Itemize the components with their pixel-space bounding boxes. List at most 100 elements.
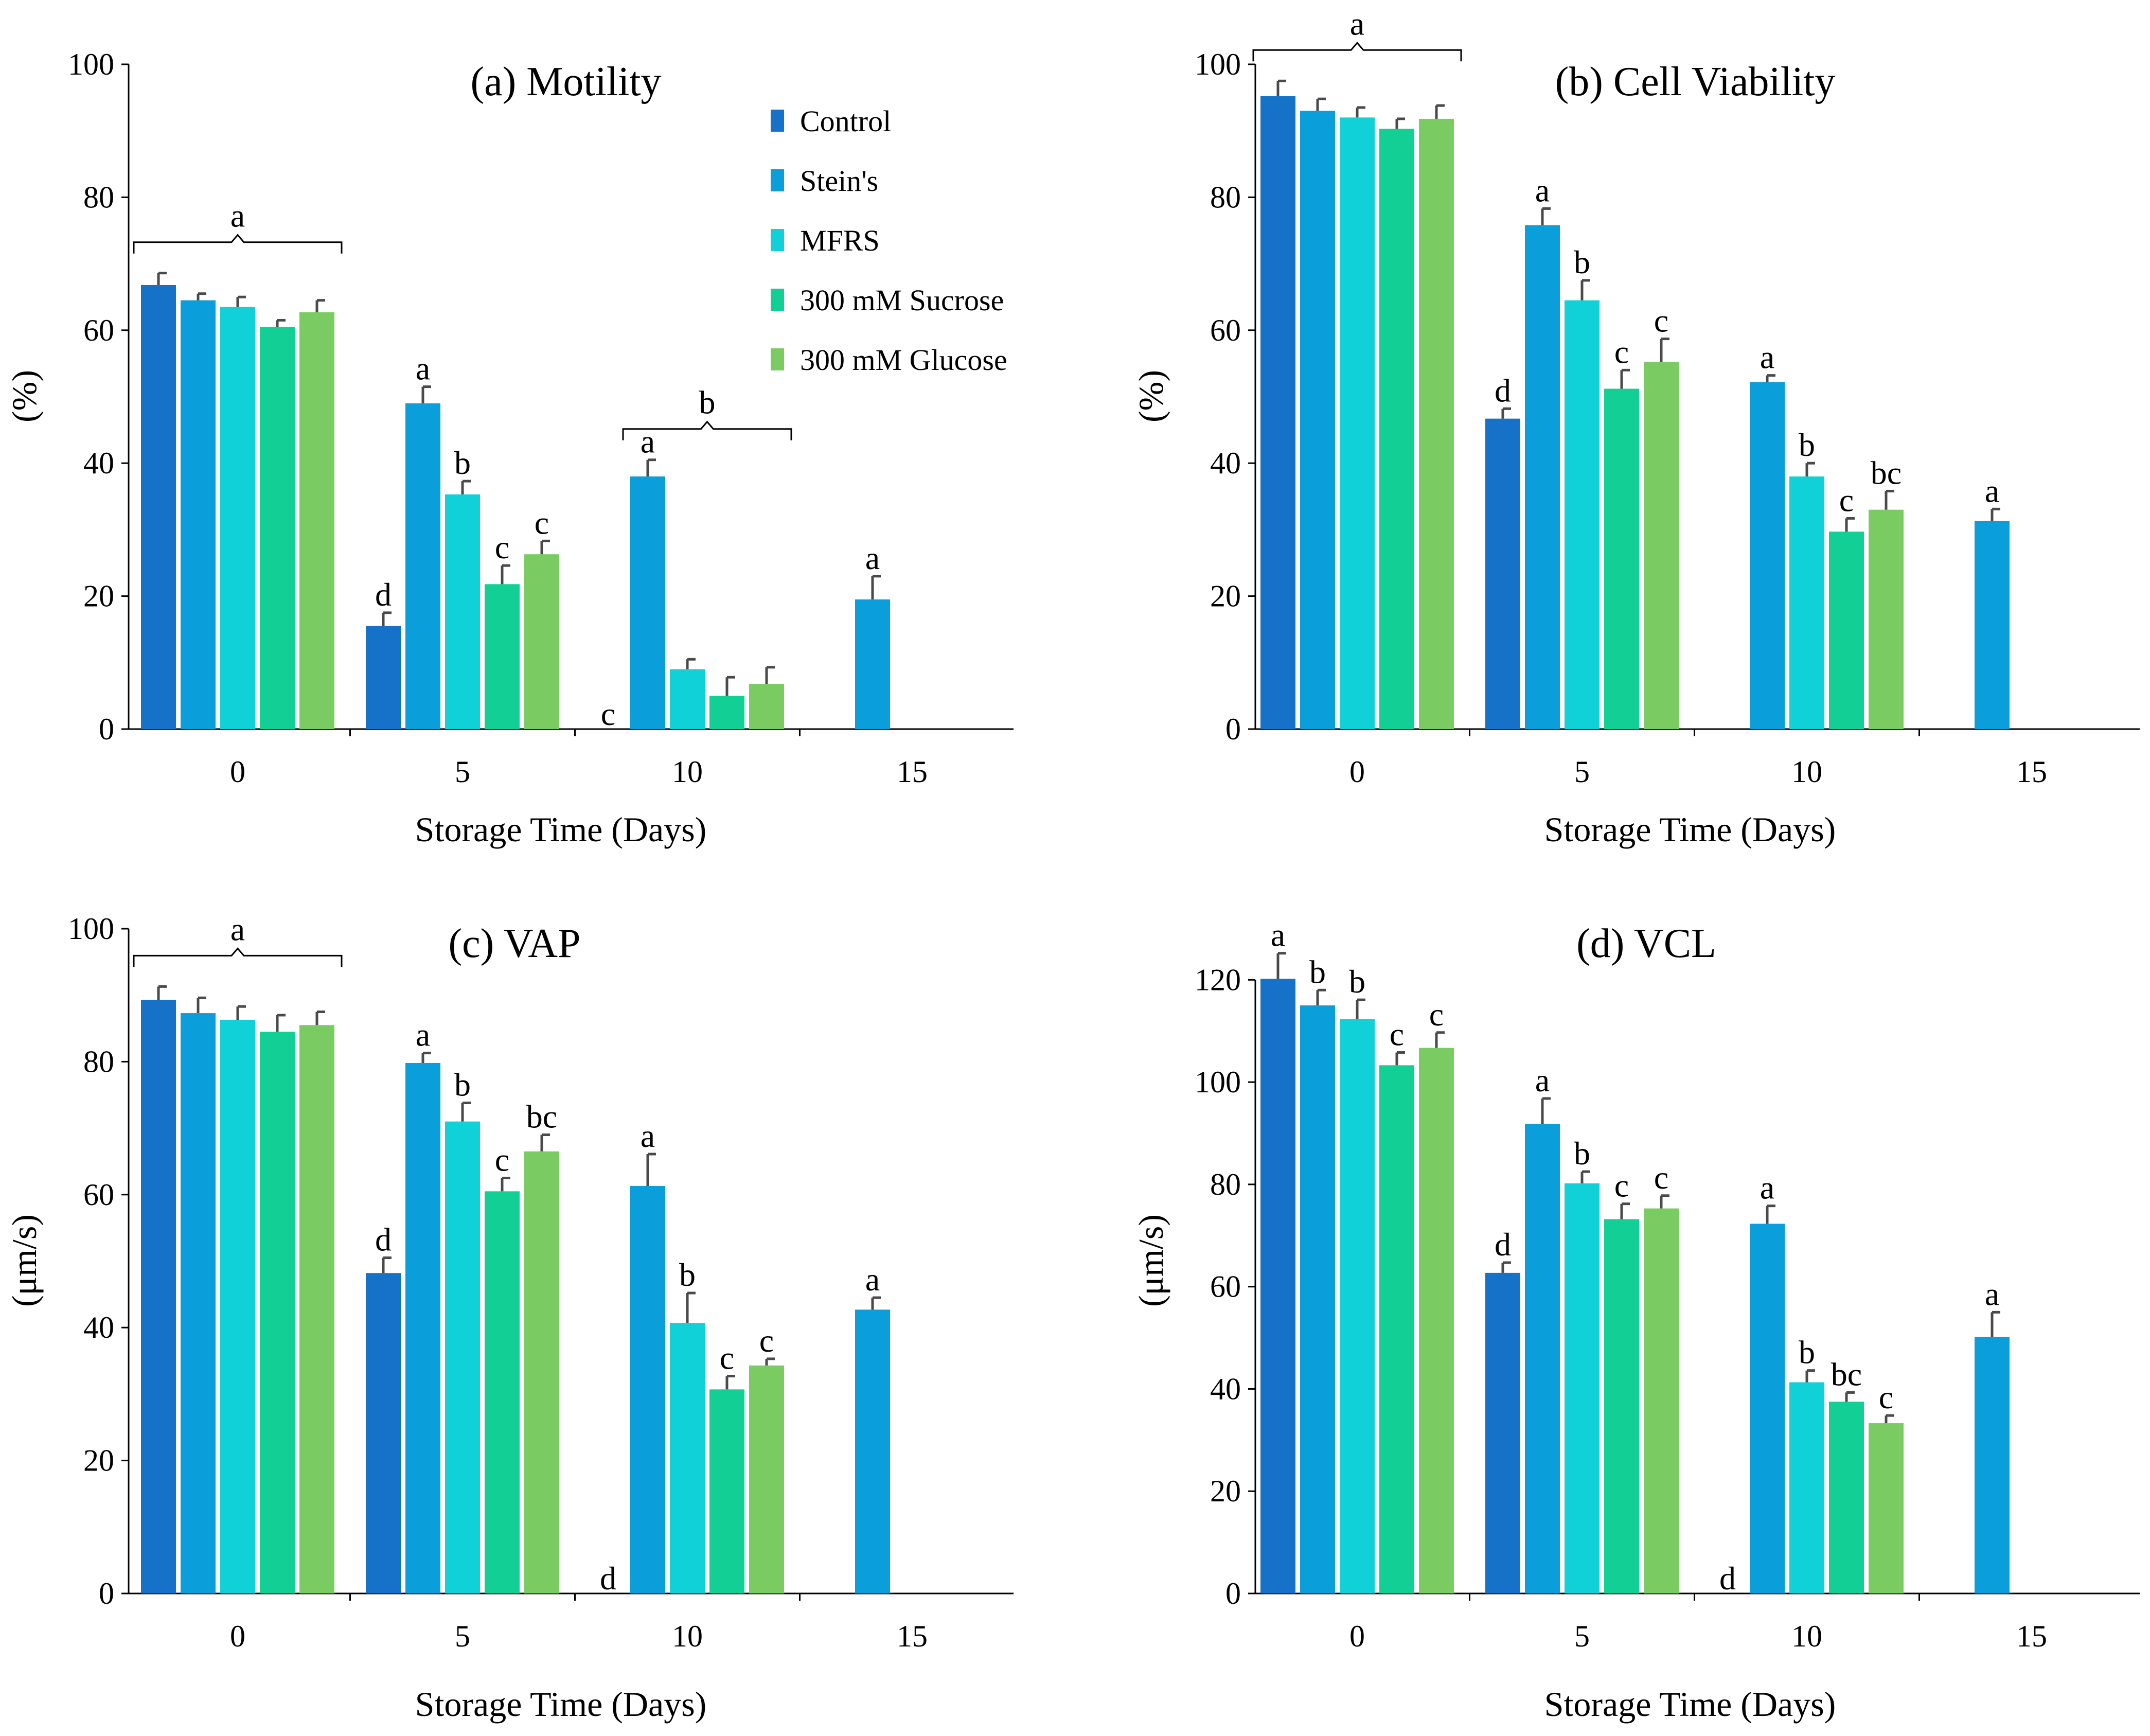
significance-letter: bc [526, 1099, 557, 1135]
significance-letter: c [1879, 1379, 1893, 1415]
y-tick-label: 80 [1210, 1167, 1241, 1201]
significance-letter: c [495, 1142, 509, 1178]
bar [445, 1121, 480, 1593]
y-tick-label: 60 [1210, 1270, 1241, 1304]
bar [1975, 1337, 2010, 1593]
significance-letter: a [865, 540, 880, 576]
y-tick-label: 20 [83, 579, 114, 613]
significance-letter: a [1271, 917, 1285, 953]
significance-letter: c [1390, 1016, 1404, 1053]
x-tick-label: 10 [672, 1619, 703, 1653]
legend-label-glucose: 300 mM Glucose [800, 343, 1007, 377]
significance-letter: b [454, 1067, 471, 1103]
panel-a: (a) Motility (%) Storage Time (Days) 0 20… [5, 47, 1014, 849]
y-tick-label: 20 [1210, 579, 1241, 613]
y-tick-label: 40 [1210, 1372, 1241, 1406]
group-significance-letter: b [699, 384, 716, 421]
significance-letter: c [495, 529, 509, 565]
x-tick-label: 10 [1791, 755, 1822, 789]
bar [1644, 362, 1679, 729]
bar [524, 1151, 559, 1593]
bar [299, 312, 334, 729]
significance-letter: c [1654, 1159, 1668, 1196]
legend: Control Stein's MFRS 300 mM Sucrose 300 … [771, 104, 1007, 377]
significance-letter: a [416, 1017, 430, 1053]
significance-letter: d [1719, 1560, 1736, 1597]
significance-letter: a [1760, 1170, 1774, 1206]
ylabel-c: (μm/s) [5, 1214, 44, 1307]
legend-swatch-mfrs [771, 229, 784, 251]
legend-swatch-glucose [771, 348, 784, 370]
panel-d: (d) VCL (μm/s) Storage Time (Days) 0 20 40… [1131, 917, 2140, 1724]
significance-letter: d [600, 1560, 616, 1597]
bar [1975, 521, 2010, 729]
group-significance-letter: a [1350, 5, 1364, 42]
bar [260, 327, 295, 729]
significance-letter: c [1614, 1167, 1629, 1204]
title-c: (c) VAP [448, 921, 580, 966]
title-b: (b) Cell Viability [1555, 59, 1836, 104]
group-bracket [1252, 41, 1462, 62]
bar [1604, 1219, 1639, 1593]
bar [1829, 1402, 1864, 1593]
significance-letter: d [375, 1221, 392, 1258]
y-tick-label: 60 [1210, 313, 1241, 347]
bar [1869, 1423, 1904, 1593]
x-tick-label: 0 [1349, 1619, 1365, 1653]
bar [141, 1000, 176, 1593]
y-tick-label: 60 [83, 1178, 114, 1212]
bar [630, 476, 665, 729]
y-tick-label: 80 [1210, 180, 1241, 214]
bar [181, 1013, 216, 1593]
xlabel-a: Storage Time (Days) [415, 810, 707, 849]
significance-letter: d [1495, 372, 1511, 409]
x-tick-label: 0 [230, 755, 245, 789]
bar [1419, 118, 1454, 730]
bar [1750, 1224, 1785, 1593]
y-tick-label: 0 [1225, 1576, 1241, 1610]
group-significance-letter: a [230, 911, 245, 947]
bar [855, 1309, 890, 1593]
bar [1485, 418, 1520, 729]
bar [855, 599, 890, 729]
bar [1260, 979, 1295, 1593]
bar [630, 1186, 665, 1593]
x-tick-label: 15 [897, 755, 928, 789]
x-tick-label: 5 [1574, 755, 1590, 789]
xlabel-b: Storage Time (Days) [1544, 810, 1836, 849]
bar [749, 1365, 784, 1593]
bar [405, 403, 440, 729]
significance-letter: a [416, 350, 430, 387]
x-tick-label: 5 [1574, 1619, 1590, 1653]
y-tick-label: 0 [99, 1576, 114, 1610]
significance-letter: d [1495, 1226, 1511, 1263]
legend-label-mfrs: MFRS [800, 224, 880, 257]
bar [1419, 1048, 1454, 1593]
group-bracket [133, 947, 343, 967]
significance-letter: a [641, 1118, 655, 1154]
group-bracket [622, 420, 792, 440]
significance-letter: bc [1831, 1356, 1862, 1392]
significance-letter: b [1309, 953, 1326, 990]
significance-letter: b [1574, 1135, 1590, 1172]
significance-letter: b [1574, 244, 1590, 280]
significance-letter: bc [1871, 454, 1902, 491]
legend-swatch-control [771, 110, 784, 132]
significance-letter: c [1654, 303, 1668, 339]
legend-label-control: Control [800, 104, 891, 138]
significance-letter: b [1349, 963, 1365, 1000]
bar [1300, 1005, 1335, 1593]
significance-letter: d [375, 576, 392, 613]
bar [1789, 1382, 1824, 1593]
y-tick-label: 40 [83, 446, 114, 480]
bar [1644, 1208, 1679, 1593]
y-tick-label: 0 [1225, 712, 1241, 746]
legend-label-steins: Stein's [800, 164, 878, 198]
bar [1340, 1019, 1375, 1593]
bar [1300, 111, 1335, 730]
